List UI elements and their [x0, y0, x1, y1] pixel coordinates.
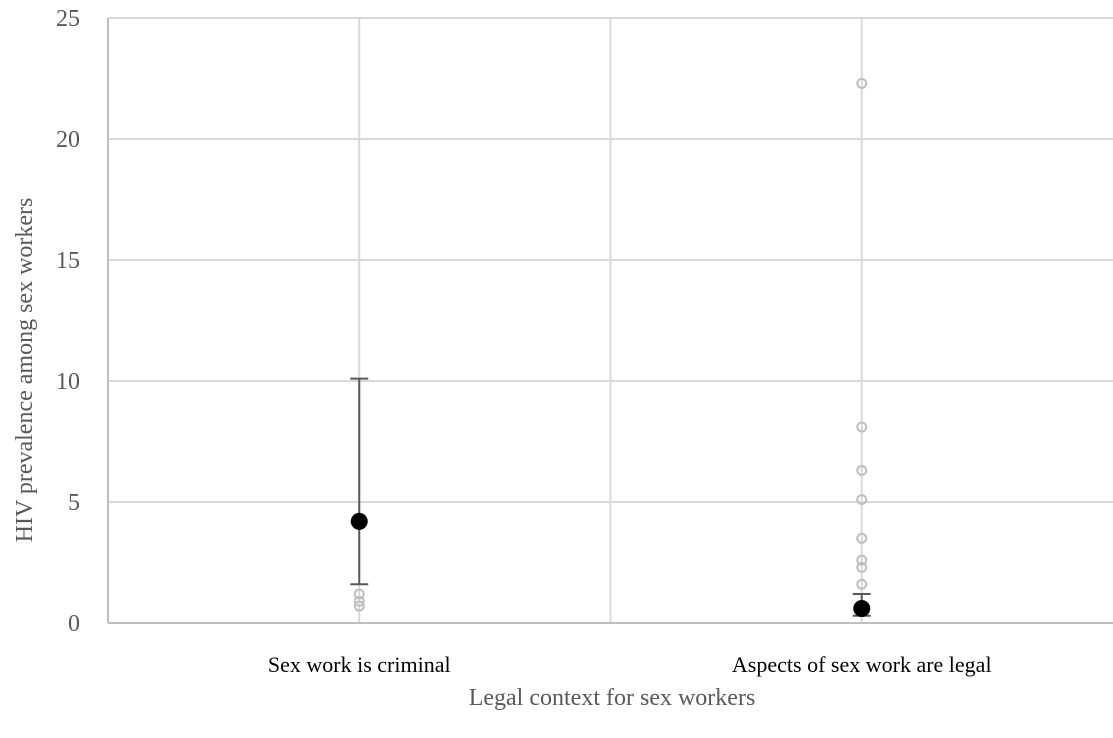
- y-axis-title: HIV prevalence among sex workers: [12, 198, 38, 543]
- y-tick-label: 0: [68, 611, 80, 637]
- data-point: [856, 561, 868, 573]
- data-point: [856, 494, 868, 506]
- gridlines: [108, 17, 1113, 623]
- data-point: [856, 421, 868, 433]
- data-point: [856, 578, 868, 590]
- axes: [107, 18, 1113, 624]
- y-tick-label: 25: [56, 6, 80, 32]
- data-point: [856, 465, 868, 477]
- x-axis-title: Legal context for sex workers: [469, 685, 756, 711]
- y-tick-label: 10: [56, 369, 80, 395]
- data-point: [856, 532, 868, 544]
- mean-point: [350, 512, 368, 530]
- data-point: [353, 600, 365, 612]
- y-tick-labels: 0 5 10 15 20 25: [56, 6, 80, 637]
- category-labels: Sex work is criminal Aspects of sex work …: [268, 652, 992, 677]
- y-tick-label: 5: [68, 490, 80, 516]
- y-tick-label: 15: [56, 248, 80, 274]
- data-point: [353, 595, 365, 607]
- data-marks: [350, 77, 871, 617]
- y-tick-label: 20: [56, 127, 80, 153]
- data-point: [856, 554, 868, 566]
- x-category-label: Aspects of sex work are legal: [732, 652, 992, 677]
- mean-point: [853, 599, 871, 617]
- x-category-label: Sex work is criminal: [268, 652, 451, 677]
- data-point: [856, 77, 868, 89]
- data-point: [353, 588, 365, 600]
